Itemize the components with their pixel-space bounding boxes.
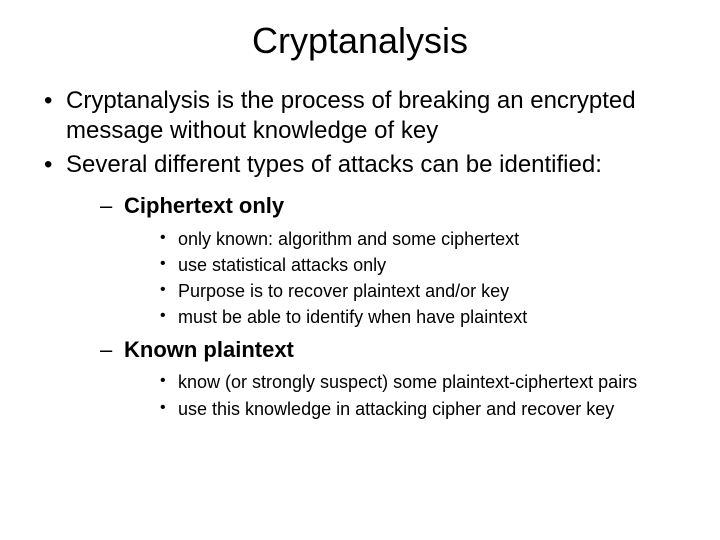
sub-bullet-list: Ciphertext only only known: algorithm an… [66, 192, 690, 421]
sub-bullet-item: Known plaintext know (or strongly suspec… [96, 336, 690, 421]
sub-heading: Ciphertext only [124, 193, 284, 218]
sub-heading: Known plaintext [124, 337, 294, 362]
main-bullet-list: Cryptanalysis is the process of breaking… [30, 86, 690, 421]
detail-item: must be able to identify when have plain… [158, 305, 690, 329]
detail-list: only known: algorithm and some ciphertex… [124, 227, 690, 330]
bullet-item: Cryptanalysis is the process of breaking… [40, 86, 690, 146]
sub-bullet-item: Ciphertext only only known: algorithm an… [96, 192, 690, 330]
bullet-item: Several different types of attacks can b… [40, 150, 690, 421]
detail-item: Purpose is to recover plaintext and/or k… [158, 279, 690, 303]
detail-item: only known: algorithm and some ciphertex… [158, 227, 690, 251]
detail-item: use this knowledge in attacking cipher a… [158, 397, 690, 421]
detail-list: know (or strongly suspect) some plaintex… [124, 370, 690, 421]
page-title: Cryptanalysis [30, 20, 690, 62]
detail-item: use statistical attacks only [158, 253, 690, 277]
detail-item: know (or strongly suspect) some plaintex… [158, 370, 690, 394]
bullet-text: Several different types of attacks can b… [66, 151, 602, 178]
